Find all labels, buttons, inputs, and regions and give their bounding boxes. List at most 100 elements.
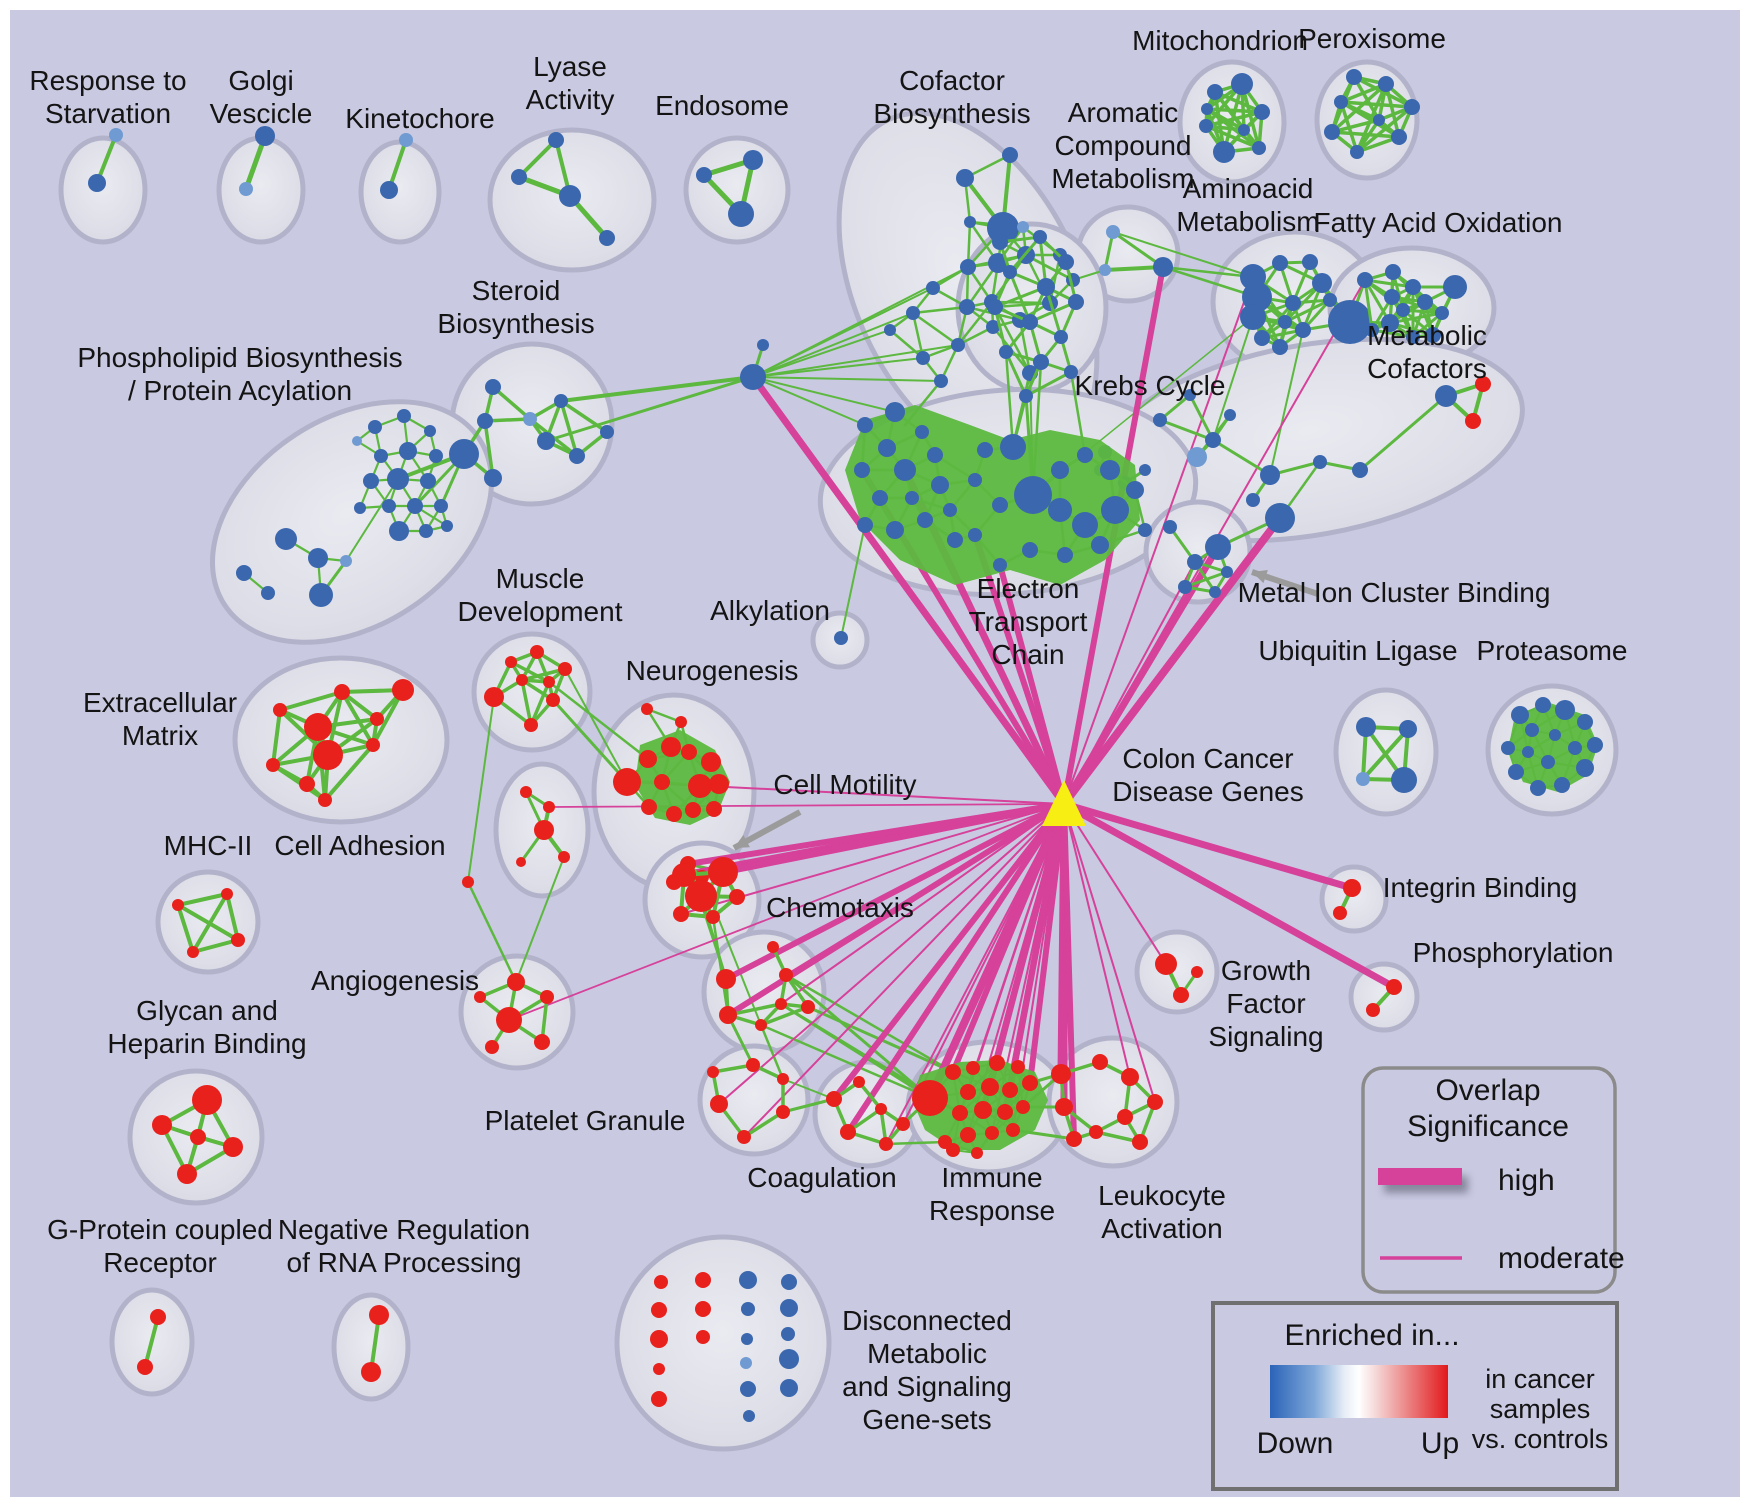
gene-set-node bbox=[1199, 119, 1213, 133]
green-edge bbox=[646, 707, 682, 724]
gene-set-node bbox=[1178, 580, 1192, 594]
leukocyte-activation-label: Leukocyte bbox=[1098, 1180, 1226, 1211]
pointer-arrowhead-icon bbox=[1252, 569, 1268, 584]
gene-set-node bbox=[740, 364, 766, 390]
gene-set-node bbox=[516, 857, 526, 867]
gene-set-node bbox=[952, 1105, 968, 1121]
gene-set-node bbox=[960, 259, 976, 275]
krebs-cycle-label: Krebs Cycle bbox=[1075, 370, 1226, 401]
gene-set-node bbox=[1302, 254, 1318, 270]
gene-set-node bbox=[109, 128, 123, 142]
gene-set-node bbox=[987, 299, 1003, 315]
overlap-edge-high bbox=[1060, 800, 1398, 991]
gene-set-node bbox=[1405, 279, 1421, 295]
proteasome-label: Proteasome bbox=[1477, 635, 1628, 666]
cluster-ellipse-endosome bbox=[683, 135, 791, 245]
cluster-golgi-vescicle bbox=[239, 126, 275, 196]
gene-set-node bbox=[1000, 434, 1026, 460]
gene-set-node bbox=[1014, 476, 1052, 514]
green-edge bbox=[1188, 393, 1215, 442]
gene-set-node bbox=[695, 1272, 711, 1288]
gene-set-node bbox=[1435, 306, 1449, 320]
gene-set-node bbox=[641, 799, 657, 815]
cluster-aminoacid-metabolism bbox=[1240, 254, 1372, 355]
green-edge bbox=[191, 938, 240, 954]
enrichment-gradient-bar bbox=[1270, 1365, 1448, 1418]
g-protein-coupled-receptor-label: G-Protein coupled bbox=[47, 1214, 273, 1245]
gene-set-node bbox=[1191, 966, 1203, 978]
overlap-edge-high bbox=[845, 801, 1067, 1135]
gene-set-node bbox=[484, 687, 504, 707]
green-edge bbox=[1018, 319, 1032, 374]
gene-set-node bbox=[1386, 979, 1402, 995]
gene-set-node bbox=[926, 281, 940, 295]
gene-set-node bbox=[840, 1124, 856, 1140]
gene-set-node bbox=[685, 880, 717, 912]
phospholipid-protein-acylation-label: / Protein Acylation bbox=[128, 375, 352, 406]
gene-set-node bbox=[653, 1363, 665, 1375]
green-edge bbox=[1384, 83, 1401, 138]
gene-set-node bbox=[520, 786, 532, 798]
gene-set-node bbox=[779, 1349, 799, 1369]
cluster-ellipse-phospholipid-protein-acylation bbox=[210, 399, 494, 645]
metabolic-cofactors-label: Metabolic bbox=[1367, 320, 1487, 351]
gene-set-node bbox=[1404, 99, 1420, 115]
gene-set-node bbox=[741, 1302, 755, 1316]
gene-set-node bbox=[707, 1066, 719, 1078]
gene-set-node bbox=[1568, 741, 1582, 755]
gene-set-node bbox=[1356, 772, 1370, 786]
cluster-disconnected-gene-sets bbox=[650, 1271, 799, 1422]
kinetochore-label: Kinetochore bbox=[345, 103, 494, 134]
gene-set-node bbox=[959, 299, 975, 315]
gene-set-node bbox=[1002, 147, 1018, 163]
green-edge bbox=[840, 524, 866, 639]
overlap-edge-moderate bbox=[1063, 803, 1156, 1103]
gene-set-node bbox=[1391, 129, 1407, 145]
cluster-phospholipid-protein-acylation bbox=[236, 409, 453, 607]
gene-set-node bbox=[654, 774, 670, 790]
steroid-biosynthesis-label: Biosynthesis bbox=[437, 308, 594, 339]
gene-set-node bbox=[1240, 304, 1266, 330]
gene-set-node bbox=[956, 169, 974, 187]
gene-set-node bbox=[389, 521, 409, 541]
coagulation-label: Coagulation bbox=[747, 1162, 896, 1193]
gene-set-node bbox=[708, 857, 738, 887]
gene-set-node bbox=[1378, 76, 1394, 92]
disconnected-gene-sets-label: and Signaling bbox=[842, 1371, 1012, 1402]
gene-set-node bbox=[599, 230, 615, 246]
gene-set-node bbox=[1205, 534, 1231, 560]
gene-set-node bbox=[1425, 327, 1441, 343]
gene-set-node bbox=[875, 1103, 887, 1115]
green-edge bbox=[752, 376, 866, 426]
aromatic-compound-metabolism-label: Compound bbox=[1055, 130, 1192, 161]
enriched-side-note: vs. controls bbox=[1472, 1424, 1609, 1454]
gene-set-node bbox=[1022, 314, 1038, 330]
green-edge bbox=[752, 312, 914, 378]
gene-set-node bbox=[1163, 520, 1177, 534]
gene-set-node bbox=[1138, 523, 1152, 537]
green-edge bbox=[912, 311, 959, 347]
enriched-legend-title: Enriched in... bbox=[1284, 1319, 1459, 1352]
gene-set-node bbox=[1508, 764, 1524, 780]
gene-set-node bbox=[485, 379, 501, 395]
cluster-extracellular-matrix bbox=[266, 679, 414, 807]
gene-set-node bbox=[369, 1305, 389, 1325]
gene-set-node bbox=[701, 752, 721, 772]
gene-set-node bbox=[651, 1302, 667, 1318]
gene-set-node bbox=[1231, 73, 1253, 95]
gene-set-node bbox=[997, 1104, 1013, 1120]
growth-factor-signaling-label: Growth bbox=[1221, 955, 1311, 986]
gene-set-node bbox=[1373, 114, 1385, 126]
gene-set-node bbox=[1391, 767, 1417, 793]
gene-set-node bbox=[524, 718, 538, 732]
alkylation-label: Alkylation bbox=[710, 595, 830, 626]
gene-set-node bbox=[1278, 315, 1292, 329]
gene-set-node bbox=[1153, 413, 1167, 427]
green-edge bbox=[517, 138, 558, 179]
enriched-in-legend: Enriched in... Down Up in cancersamplesvs. … bbox=[1211, 1301, 1619, 1491]
gene-set-node bbox=[192, 1085, 222, 1115]
gene-set-node bbox=[534, 820, 554, 840]
gene-set-node bbox=[960, 1084, 976, 1100]
gene-set-node bbox=[1272, 339, 1288, 355]
